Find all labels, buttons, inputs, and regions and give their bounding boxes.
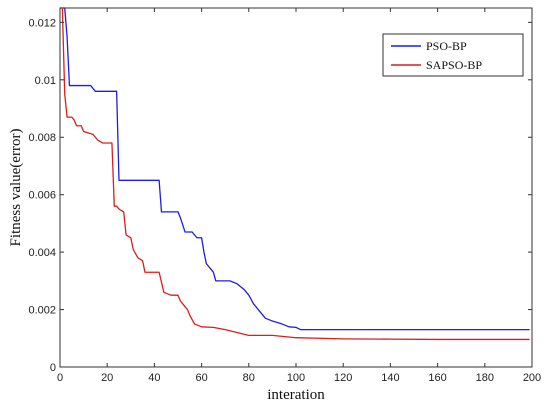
x-tick-label: 100 [287, 372, 305, 384]
x-tick-label: 160 [428, 372, 446, 384]
y-tick-label: 0.006 [28, 190, 56, 202]
x-tick-label: 40 [148, 372, 160, 384]
legend: PSO-BP SAPSO-BP [382, 33, 524, 77]
y-axis-label: Fitness value(error) [8, 129, 24, 247]
x-tick-label: 0 [57, 372, 63, 384]
x-tick-label: 80 [243, 372, 255, 384]
x-tick-label: 20 [101, 372, 113, 384]
series-layer [60, 7, 530, 341]
x-tick-label: 140 [381, 372, 399, 384]
legend-box [382, 33, 524, 77]
x-tick-label: 180 [476, 372, 494, 384]
x-tick-label: 120 [334, 372, 352, 384]
y-tick-label: 0.008 [28, 132, 56, 144]
y-tick-label: 0.002 [28, 305, 56, 317]
legend-label-pso-bp: PSO-BP [426, 39, 467, 53]
series-line-pso-bp [60, 7, 530, 331]
x-axis-label: interation [267, 387, 325, 403]
ticks-layer: 0 20 40 60 80 100 120 140 160 180 200 0 0.002 0.004 0.… [28, 8, 541, 384]
y-tick-label: 0 [50, 362, 56, 374]
legend-label-sapso-bp: SAPSO-BP [426, 58, 482, 72]
series-line-sapso-bp [60, 7, 530, 341]
labels-layer: interation Fitness value(error) [8, 129, 325, 403]
x-tick-label: 60 [195, 372, 207, 384]
y-tick-label: 0.004 [28, 247, 56, 259]
x-tick-label: 200 [523, 372, 541, 384]
y-tick-label: 0.01 [35, 75, 56, 87]
y-tick-label: 0.012 [28, 17, 56, 29]
